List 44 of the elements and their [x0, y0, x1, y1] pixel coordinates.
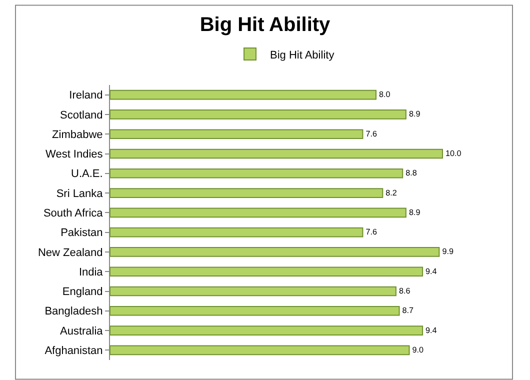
legend-label: Big Hit Ability: [270, 49, 335, 62]
y-tick-label: New Zealand: [38, 246, 103, 259]
y-tick-label: U.A.E.: [71, 168, 103, 180]
y-tick-label: Pakistan: [60, 227, 103, 240]
y-tick-label: England: [62, 286, 103, 298]
data-label: 8.9: [408, 110, 421, 119]
y-tick-label: India: [78, 266, 104, 278]
bar: [110, 286, 396, 296]
data-label: 9.4: [426, 266, 438, 276]
bar: [110, 168, 404, 178]
bar: [110, 148, 443, 159]
chart-title: Big Hit Ability: [200, 14, 332, 36]
data-label: 8.7: [402, 306, 414, 316]
bar: [110, 129, 364, 140]
y-tick-label: West Indies: [46, 148, 104, 161]
y-tick-label: Zimbabwe: [52, 128, 103, 141]
y-tick-label: Scotland: [60, 109, 103, 122]
bar: [110, 326, 424, 336]
y-tick-label: Bangladesh: [44, 306, 103, 318]
bar: [110, 266, 424, 277]
data-label: 8.2: [386, 188, 398, 198]
y-tick-label: Sri Lanka: [56, 188, 104, 200]
data-label: 10.0: [446, 148, 462, 158]
bar: [110, 90, 376, 100]
bar: [110, 208, 406, 218]
y-tick-label: South Africa: [43, 208, 104, 220]
bar: [110, 306, 400, 316]
data-label: 8.0: [379, 90, 391, 100]
bar: [110, 188, 384, 198]
bar: [110, 227, 364, 238]
data-label: 9.4: [426, 326, 438, 335]
y-tick-label: Australia: [60, 325, 104, 338]
data-label: 8.6: [398, 286, 411, 296]
bar: [110, 247, 440, 257]
y-tick-label: Ireland: [69, 90, 103, 102]
data-label: 8.9: [408, 208, 421, 217]
data-label: 9.0: [412, 345, 424, 354]
data-label: 9.9: [442, 247, 454, 256]
data-label: 7.6: [366, 129, 378, 138]
y-tick-label: Afghanistan: [44, 345, 103, 358]
data-label: 8.8: [406, 168, 418, 178]
bar: [110, 110, 406, 120]
data-label: 7.6: [366, 228, 378, 237]
bar: [110, 345, 410, 356]
